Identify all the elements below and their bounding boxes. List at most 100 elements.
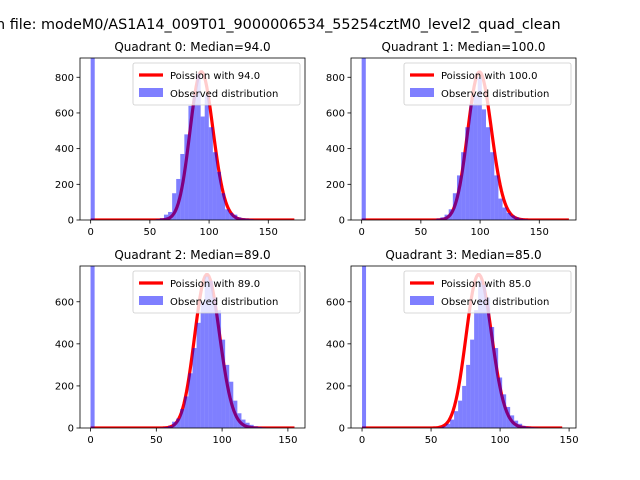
plot-area xyxy=(90,58,295,220)
histogram-bar xyxy=(225,364,230,428)
legend-label: Observed distribution xyxy=(170,297,278,308)
histogram-bar xyxy=(523,219,528,220)
histogram-bar xyxy=(229,212,234,220)
y-tick-label: 600 xyxy=(326,297,345,308)
y-tick-label: 200 xyxy=(55,180,74,191)
x-tick-label: 50 xyxy=(415,227,428,238)
histogram-bar xyxy=(448,209,453,220)
histogram-bar xyxy=(515,217,520,220)
legend: Poission with 94.0 Observed distribution xyxy=(132,62,301,106)
subplot-title: Quadrant 3: Median=85.0 xyxy=(385,248,541,262)
histogram-bar xyxy=(461,152,466,220)
histogram-bar xyxy=(90,58,95,220)
histogram-bar xyxy=(212,152,217,220)
histogram-bar xyxy=(168,425,173,428)
legend: Poission with 100.0 Observed distribution xyxy=(403,62,572,106)
y-tick-label: 0 xyxy=(68,424,74,435)
subplot-quadrant-1: 0 50 100 150 0 200 400 600 800 Quadrant 1: Median… xyxy=(326,40,577,238)
histogram-bar xyxy=(522,425,527,428)
x-tick-label: 150 xyxy=(530,227,549,238)
histogram-bar xyxy=(229,381,234,428)
histogram-bar xyxy=(510,415,515,428)
histogram-bar xyxy=(253,426,258,428)
histogram-bar xyxy=(440,217,445,220)
histogram-bar xyxy=(90,266,95,428)
histogram-bar xyxy=(362,266,367,428)
histogram-bar xyxy=(163,214,169,220)
histogram-bar xyxy=(436,218,441,220)
legend-box xyxy=(132,62,301,106)
legend-label: Observed distribution xyxy=(170,89,278,100)
histogram-bar xyxy=(462,385,467,428)
histogram-bar xyxy=(233,400,238,428)
histogram-bar xyxy=(473,95,478,220)
histogram-bar xyxy=(163,426,169,428)
histogram-bar xyxy=(442,426,447,428)
x-tick-label: 0 xyxy=(87,227,93,238)
x-tick-label: 100 xyxy=(491,435,510,446)
y-tick-label: 400 xyxy=(55,339,74,350)
histogram-bar xyxy=(221,339,226,428)
axes-frame xyxy=(79,265,306,429)
histogram-bar xyxy=(490,327,495,428)
legend-label: Poission with 89.0 xyxy=(170,279,260,290)
histogram-bar xyxy=(221,193,226,220)
histogram-bar xyxy=(180,153,185,220)
legend: Poission with 85.0 Observed distribution xyxy=(403,270,572,314)
subplot-title: Quadrant 0: Median=94.0 xyxy=(114,40,270,54)
y-tick-label: 600 xyxy=(55,109,74,120)
histogram-bar xyxy=(486,297,491,428)
histogram-bar xyxy=(506,212,511,220)
subplot-quadrant-3: 0 50 100 150 0 200 400 600 Quadrant 3: Median=85… xyxy=(326,248,579,446)
x-tick-label: 100 xyxy=(200,227,219,238)
legend-label: Poission with 100.0 xyxy=(441,71,537,82)
histogram-bar xyxy=(498,377,503,428)
histogram-bar xyxy=(450,419,455,428)
legend-box xyxy=(403,62,572,106)
histogram-bar xyxy=(159,218,164,220)
histogram-bar xyxy=(518,423,523,428)
legend-bar-swatch xyxy=(410,296,434,305)
histogram-bar xyxy=(465,127,470,220)
histogram-bar xyxy=(237,413,242,428)
y-tick-label: 600 xyxy=(55,297,74,308)
histogram-bar xyxy=(494,175,499,220)
y-tick-label: 200 xyxy=(326,180,345,191)
y-tick-label: 800 xyxy=(55,73,74,84)
histogram-bar xyxy=(444,214,449,220)
histogram-bar xyxy=(502,207,507,220)
axes-frame xyxy=(350,57,577,221)
axes-frame xyxy=(79,57,306,221)
histogram-bar xyxy=(216,310,222,428)
histogram-bar xyxy=(257,426,262,428)
histogram-bar xyxy=(490,152,495,220)
x-tick-label: 150 xyxy=(259,227,278,238)
histogram-bar xyxy=(466,364,471,428)
histogram-bar xyxy=(168,211,173,220)
legend-bar-swatch xyxy=(410,88,434,97)
histogram-bar xyxy=(172,421,177,428)
y-tick-label: 400 xyxy=(326,339,345,350)
histogram-bar xyxy=(494,348,499,428)
histogram-bar xyxy=(204,95,209,220)
histogram-bar xyxy=(216,171,222,220)
legend-label: Poission with 94.0 xyxy=(170,71,260,82)
histogram-bar xyxy=(200,116,205,220)
histogram-bar xyxy=(176,418,181,428)
plot-area xyxy=(90,266,295,428)
legend-label: Poission with 85.0 xyxy=(441,279,531,290)
histogram-bar xyxy=(478,280,483,428)
histogram-bar xyxy=(188,105,193,220)
y-tick-label: 200 xyxy=(55,382,74,393)
y-tick-label: 200 xyxy=(326,382,345,393)
histogram-bar xyxy=(245,218,250,220)
histogram-bar xyxy=(196,73,201,220)
legend-box xyxy=(403,270,572,314)
histogram-bar xyxy=(477,77,482,220)
histogram-bar xyxy=(519,218,524,220)
histogram-bar xyxy=(249,219,254,220)
histogram-bar xyxy=(481,109,486,220)
legend-box xyxy=(132,270,301,314)
histogram-bar xyxy=(180,409,185,428)
